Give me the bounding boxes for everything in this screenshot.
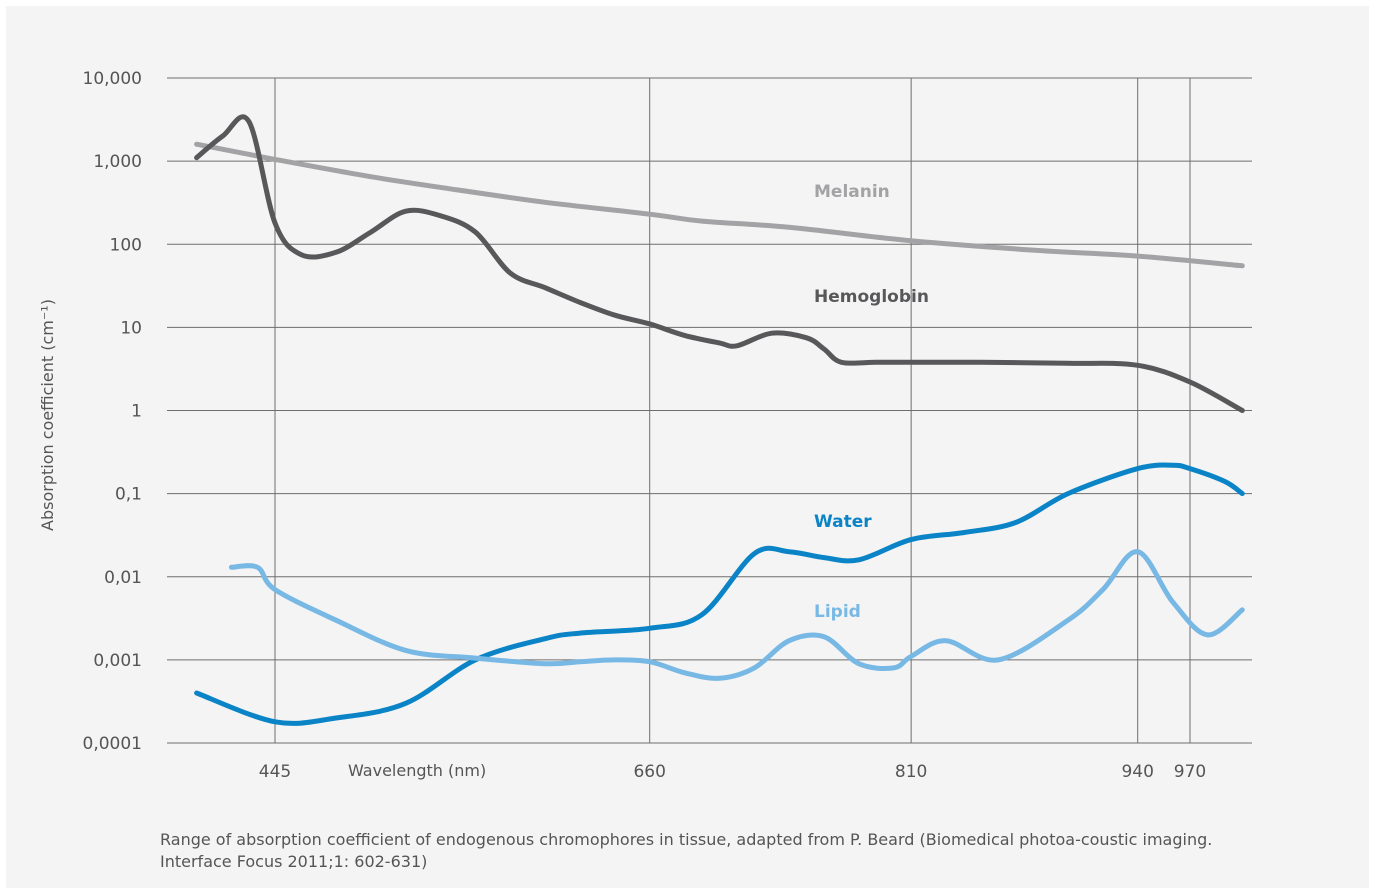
water-line	[194, 462, 1245, 726]
x-tick-label: 660	[633, 762, 665, 782]
x-tick-label: 970	[1174, 762, 1206, 782]
lipid-label: Lipid	[814, 602, 861, 622]
grid-lines	[167, 77, 1252, 744]
y-tick-label: 1,000	[93, 152, 142, 172]
x-axis-label: Wavelength (nm)	[348, 761, 486, 780]
figure-caption: Range of absorption coefficient of endog…	[160, 830, 1213, 871]
hemoglobin-line	[194, 114, 1245, 413]
y-tick-label: 0,01	[104, 568, 142, 588]
y-tick-label: 10	[120, 318, 142, 338]
y-tick-label: 100	[110, 235, 142, 255]
x-tick-label: 810	[895, 762, 927, 782]
melanin-line	[194, 141, 1245, 269]
series-labels: Melanin Hemoglobin Water Lipid	[814, 182, 929, 622]
y-tick-label: 0,1	[115, 485, 142, 505]
water-label: Water	[814, 512, 872, 532]
hemoglobin-label: Hemoglobin	[814, 287, 929, 307]
y-tick-label: 1	[131, 402, 142, 422]
x-tick-label: 445	[259, 762, 291, 782]
y-tick-label: 10,000	[83, 69, 142, 89]
y-tick-labels: 10,000 1,000 100 10 1 0,1 0,01 0,001 0,0001	[83, 69, 142, 754]
y-axis-label: Absorption coefficient (cm⁻¹)	[38, 299, 57, 531]
y-tick-label: 0,001	[93, 651, 142, 671]
x-tick-label: 940	[1121, 762, 1153, 782]
lipid-line	[228, 549, 1245, 681]
melanin-label: Melanin	[814, 182, 890, 202]
x-tick-labels: 445 660 810 940 970	[259, 762, 1206, 782]
series-lines	[194, 114, 1245, 726]
y-tick-label: 0,0001	[83, 734, 142, 754]
